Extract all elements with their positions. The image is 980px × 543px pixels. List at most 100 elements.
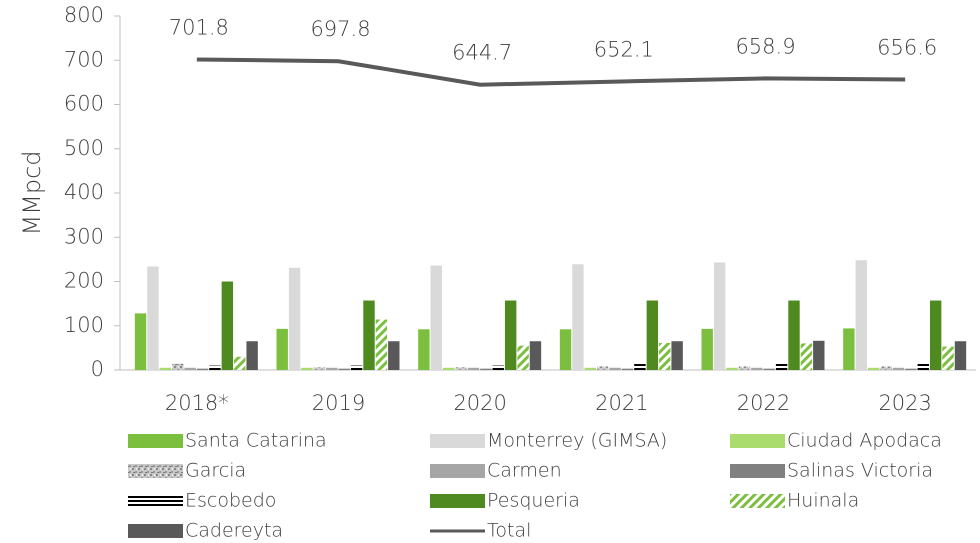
- bar: [455, 367, 467, 370]
- y-tick-label: 800: [64, 3, 104, 27]
- legend-swatch: [730, 464, 785, 478]
- bar: [338, 368, 350, 370]
- x-tick-label: 2021: [595, 391, 648, 415]
- bar: [517, 345, 529, 370]
- bar: [763, 368, 775, 370]
- bar: [751, 367, 763, 370]
- legend-swatch: [430, 464, 485, 478]
- legend-label: Huinala: [787, 490, 859, 512]
- bar: [326, 367, 338, 370]
- bar: [388, 341, 400, 370]
- bar: [301, 367, 313, 370]
- data-label: 701.8: [169, 15, 229, 39]
- bar: [196, 368, 209, 370]
- legend-swatch: [128, 434, 183, 448]
- legend-label: Carmen: [487, 460, 562, 482]
- bar: [313, 367, 326, 370]
- bar: [246, 341, 258, 370]
- bar: [442, 367, 455, 370]
- y-tick-label: 600: [64, 92, 104, 116]
- bar: [788, 300, 800, 370]
- bar: [430, 265, 442, 370]
- bar: [905, 368, 917, 370]
- legend-label: Santa Catarina: [185, 430, 327, 452]
- bar: [221, 281, 234, 370]
- bar: [634, 363, 646, 370]
- legend-swatch: [430, 494, 485, 508]
- bar: [880, 366, 892, 370]
- bar: [480, 368, 492, 370]
- x-tick-label: 2020: [453, 391, 506, 415]
- legend-label: Garcia: [185, 460, 246, 482]
- x-tick-label: 2019: [312, 391, 365, 415]
- bar: [929, 300, 942, 370]
- bar: [276, 328, 288, 370]
- bar: [134, 313, 147, 370]
- y-tick-label: 300: [64, 224, 104, 248]
- bar: [418, 329, 430, 370]
- y-tick-label: 700: [64, 47, 104, 71]
- y-tick-label: 500: [64, 136, 104, 160]
- data-label: 658.9: [735, 34, 795, 58]
- bar: [529, 341, 542, 370]
- bar: [209, 365, 221, 370]
- bar: [855, 260, 867, 370]
- bar: [954, 341, 967, 370]
- bar: [467, 367, 480, 370]
- bar: [917, 362, 929, 370]
- data-label: 656.6: [877, 35, 937, 59]
- legend-label: Pesqueria: [487, 490, 580, 512]
- legend-swatch: [128, 464, 183, 478]
- bar: [609, 367, 621, 370]
- y-tick-label: 200: [64, 269, 104, 293]
- bar: [942, 346, 954, 370]
- legend-label: Cadereyta: [185, 520, 283, 542]
- bar: [775, 362, 788, 370]
- bar: [492, 365, 504, 370]
- legend-label: Monterrey (GIMSA): [487, 430, 667, 452]
- bar: [713, 262, 726, 370]
- bar: [504, 300, 517, 370]
- bar: [621, 368, 634, 370]
- bar: [892, 367, 905, 370]
- legend-label: Total: [487, 520, 531, 542]
- bar: [572, 264, 584, 370]
- legend-label: Salinas Victoria: [787, 460, 933, 482]
- y-tick-label: 0: [91, 357, 104, 381]
- x-tick-label: 2018*: [165, 391, 229, 415]
- bar: [867, 367, 880, 370]
- bar: [813, 340, 825, 370]
- bar: [659, 343, 671, 370]
- bar: [234, 356, 246, 370]
- x-tick-label: 2022: [737, 391, 790, 415]
- legend-swatch: [730, 494, 785, 508]
- bar: [147, 266, 159, 370]
- y-tick-label: 400: [64, 180, 104, 204]
- bar: [584, 367, 597, 370]
- data-label: 644.7: [452, 41, 512, 65]
- data-label: 652.1: [594, 37, 654, 61]
- bar: [843, 328, 855, 370]
- y-axis-title: MMpcd: [18, 150, 46, 235]
- legend-swatch: [128, 494, 183, 508]
- bar: [350, 365, 363, 370]
- bar: [363, 300, 375, 370]
- bar: [172, 363, 184, 370]
- bar: [701, 328, 713, 370]
- bar: [559, 329, 572, 370]
- bar: [375, 319, 388, 370]
- x-tick-label: 2023: [878, 391, 931, 415]
- bar: [288, 267, 301, 370]
- bar: [800, 343, 813, 370]
- bar: [184, 367, 196, 370]
- data-label: 697.8: [310, 17, 370, 41]
- y-tick-label: 100: [64, 313, 104, 337]
- legend-swatch: [430, 434, 485, 448]
- bar: [726, 367, 738, 370]
- legend-label: Ciudad Apodaca: [787, 430, 942, 452]
- bar: [159, 367, 172, 370]
- bar: [671, 341, 683, 370]
- bar: [646, 300, 659, 370]
- legend-swatch: [730, 434, 785, 448]
